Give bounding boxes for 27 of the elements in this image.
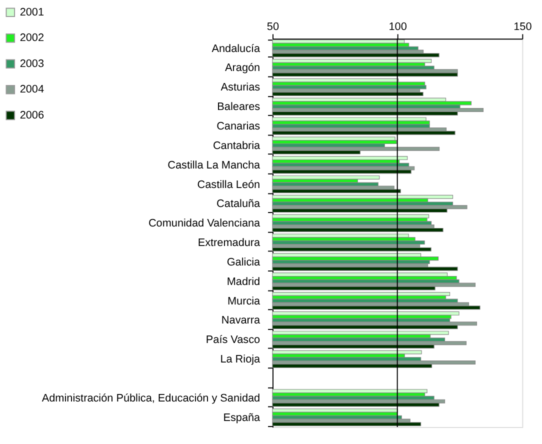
legend-label: 2003 bbox=[20, 58, 44, 70]
y-tick-label: Extremadura bbox=[198, 237, 262, 250]
y-tick-label: Administración Pública, Educación y Sanidad bbox=[42, 392, 260, 404]
x-tick-label: 50 bbox=[266, 21, 280, 34]
y-tick-label: Cantabria bbox=[212, 140, 262, 152]
y-tick-label: Andalucía bbox=[212, 42, 262, 55]
y-tick-label: España bbox=[223, 412, 262, 424]
y-tick-label: Asturias bbox=[220, 82, 261, 94]
legend-label: 2001 bbox=[20, 6, 44, 18]
y-tick-label: Galicia bbox=[226, 256, 262, 268]
y-tick-label: Baleares bbox=[217, 101, 261, 114]
y-tick-label: País Vasco bbox=[206, 334, 260, 346]
y-tick-label: Castilla León bbox=[197, 178, 260, 191]
legend-label: 2002 bbox=[20, 32, 44, 44]
y-tick-label: Navarra bbox=[221, 314, 262, 327]
y-tick-label: Aragón bbox=[225, 62, 260, 74]
y-tick-label: La Rioja bbox=[220, 354, 262, 366]
x-tick-label: 100 bbox=[388, 21, 407, 34]
y-tick-label: Murcia bbox=[227, 295, 262, 308]
legend-label: 2006 bbox=[20, 109, 44, 122]
y-tick-label: Cataluña bbox=[216, 198, 262, 210]
legend-label: 2004 bbox=[20, 84, 44, 96]
y-tick-label: Canarias bbox=[216, 120, 261, 132]
y-tick-label: Castilla La Mancha bbox=[168, 159, 262, 172]
x-tick-label: 150 bbox=[514, 21, 532, 34]
y-tick-label: Comunidad Valenciana bbox=[148, 218, 262, 230]
y-tick-label: Madrid bbox=[226, 276, 260, 288]
